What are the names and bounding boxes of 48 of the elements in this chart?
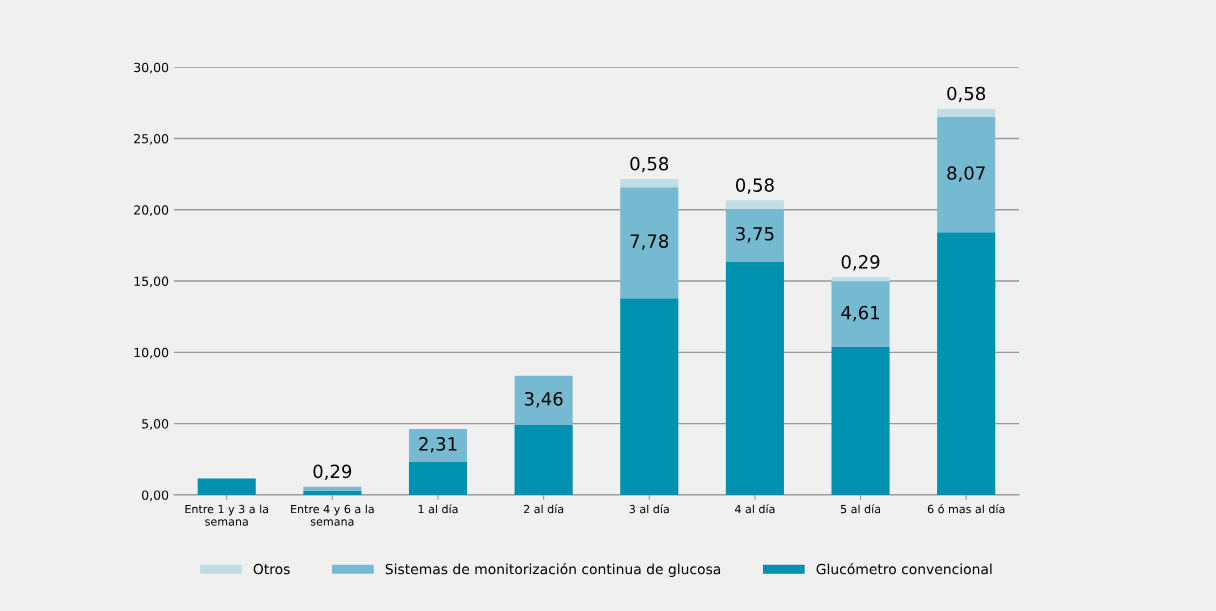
data-label: 4,61 xyxy=(841,305,879,322)
bar xyxy=(831,277,890,282)
bar xyxy=(514,425,573,495)
legend-label: Glucómetro convencional xyxy=(816,563,992,575)
data-label: 0,29 xyxy=(841,255,880,271)
bar xyxy=(937,232,996,495)
bar xyxy=(937,108,996,118)
x-tick-label: 2 al día xyxy=(523,504,564,514)
y-tick-label: 25,00 xyxy=(134,133,169,145)
bar xyxy=(725,262,784,495)
x-tick-label: 3 al día xyxy=(629,504,669,514)
y-tick-label: 5,00 xyxy=(142,419,169,430)
bar xyxy=(725,208,784,263)
legend-label: Sistemas de monitorización continua de glucosa xyxy=(385,563,721,578)
data-label: 7,78 xyxy=(630,234,669,250)
bar xyxy=(197,478,256,495)
y-tick-label: 20,00 xyxy=(134,205,169,216)
data-label: 3,75 xyxy=(736,226,774,243)
data-label: 0,58 xyxy=(947,86,986,103)
bar xyxy=(725,200,784,209)
x-tick-label: Entre 4 y 6 a la semana xyxy=(291,504,374,526)
bar xyxy=(831,281,890,348)
y-tick-label: 10,00 xyxy=(134,347,169,359)
data-label: 3,46 xyxy=(524,391,563,408)
data-label: 8,07 xyxy=(947,166,985,182)
bar xyxy=(937,117,996,233)
x-tick-label: 6 ó mas al día xyxy=(927,504,1005,514)
data-label: 2,31 xyxy=(419,437,457,453)
bar xyxy=(408,429,468,462)
legend-label: Otros xyxy=(253,563,290,575)
x-tick-label: 5 al día xyxy=(840,504,881,514)
bar xyxy=(620,187,679,299)
bar xyxy=(620,298,679,495)
y-tick-label: 15,00 xyxy=(134,276,169,288)
data-label: 0,58 xyxy=(736,178,774,194)
data-label: 0,29 xyxy=(313,464,352,480)
bar xyxy=(303,490,362,495)
x-tick-label: 4 al día xyxy=(734,504,775,514)
bar xyxy=(514,375,573,426)
x-tick-label: Entre 1 y 3 a la semana xyxy=(185,504,269,526)
y-tick-label: 0,00 xyxy=(142,490,169,502)
bar xyxy=(408,461,468,495)
bar xyxy=(620,178,679,188)
bar xyxy=(303,486,362,491)
x-tick-label: 1 al día xyxy=(418,504,458,514)
data-label: 0,58 xyxy=(630,156,669,173)
y-tick-label: 30,00 xyxy=(134,62,169,74)
bar xyxy=(831,347,890,495)
